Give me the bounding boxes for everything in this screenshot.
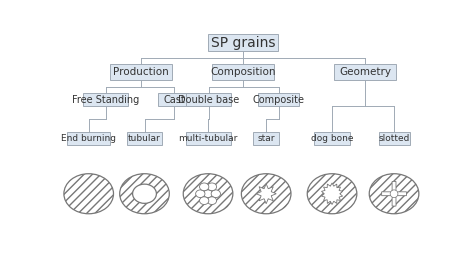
Text: Composite: Composite (253, 95, 305, 105)
FancyBboxPatch shape (158, 93, 190, 106)
Text: star: star (257, 134, 275, 143)
Text: Production: Production (113, 67, 168, 77)
Ellipse shape (196, 190, 205, 198)
Ellipse shape (211, 190, 220, 198)
Text: End burning: End burning (61, 134, 116, 143)
Ellipse shape (203, 190, 213, 198)
FancyBboxPatch shape (109, 64, 172, 80)
Text: Cast: Cast (163, 95, 185, 105)
Ellipse shape (241, 174, 291, 214)
Ellipse shape (207, 183, 217, 191)
FancyBboxPatch shape (258, 93, 299, 106)
FancyBboxPatch shape (83, 93, 128, 106)
FancyBboxPatch shape (186, 93, 231, 106)
Ellipse shape (207, 197, 217, 205)
FancyBboxPatch shape (212, 64, 274, 80)
Ellipse shape (200, 197, 209, 205)
Text: Geometry: Geometry (339, 67, 392, 77)
Text: dog bone: dog bone (311, 134, 353, 143)
Ellipse shape (133, 184, 156, 203)
Ellipse shape (120, 174, 169, 214)
Polygon shape (256, 184, 276, 204)
Ellipse shape (307, 174, 357, 214)
FancyBboxPatch shape (379, 132, 410, 145)
Polygon shape (382, 181, 406, 206)
Text: Double base: Double base (178, 95, 239, 105)
Ellipse shape (390, 190, 398, 198)
Ellipse shape (183, 174, 233, 214)
Text: slotted: slotted (378, 134, 410, 143)
Ellipse shape (200, 183, 209, 191)
FancyBboxPatch shape (128, 132, 162, 145)
FancyBboxPatch shape (67, 132, 110, 145)
FancyBboxPatch shape (186, 132, 230, 145)
Ellipse shape (369, 174, 419, 214)
Text: Free Standing: Free Standing (72, 95, 139, 105)
FancyBboxPatch shape (334, 64, 396, 80)
Polygon shape (321, 183, 343, 205)
Text: Composition: Composition (210, 67, 276, 77)
Text: tubular: tubular (128, 134, 161, 143)
Text: SP grains: SP grains (210, 36, 275, 50)
FancyBboxPatch shape (253, 132, 279, 145)
Ellipse shape (64, 174, 113, 214)
FancyBboxPatch shape (314, 132, 350, 145)
FancyBboxPatch shape (208, 34, 278, 51)
Text: multi-tubular: multi-tubular (178, 134, 238, 143)
